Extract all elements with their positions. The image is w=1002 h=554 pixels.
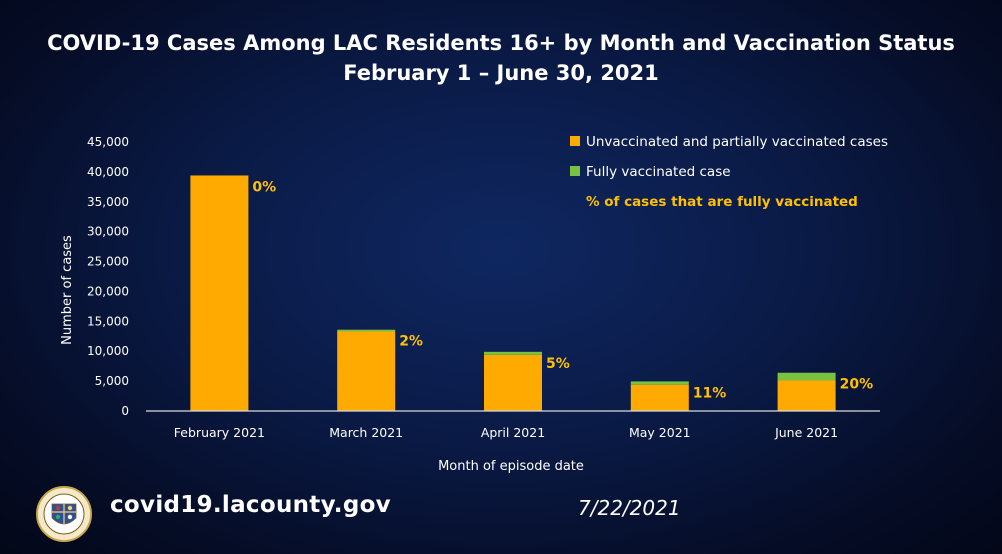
bar-fully-vaccinated [337, 329, 396, 332]
percent-vaccinated-label: 5% [546, 356, 570, 372]
county-seal-icon [36, 486, 92, 542]
bar-fully-vaccinated [630, 381, 689, 385]
y-tick-label: 10,000 [87, 344, 129, 358]
y-tick-label: 0 [121, 404, 129, 418]
percent-vaccinated-label: 11% [693, 385, 727, 401]
legend-percent-label: % of cases that are fully vaccinated [586, 194, 858, 210]
x-axis-title: Month of episode date [438, 459, 584, 474]
x-tick-label: May 2021 [629, 425, 691, 440]
bar-unvaccinated [484, 354, 542, 411]
bar-unvaccinated [777, 380, 836, 411]
stacked-bar-chart: 0 5,000 10,000 15,000 20,000 25,000 30,000 35,0… [60, 134, 888, 474]
x-tick-label: April 2021 [481, 425, 545, 440]
legend-label: Fully vaccinated case [586, 164, 731, 180]
legend: Unvaccinated and partially vaccinated ca… [570, 134, 888, 210]
y-tick-label: 45,000 [87, 135, 129, 149]
y-tick-label: 35,000 [87, 195, 129, 209]
y-tick-label: 5,000 [95, 374, 129, 388]
bar-fully-vaccinated [777, 372, 836, 381]
legend-swatch [570, 166, 580, 176]
y-tick-label: 30,000 [87, 225, 129, 239]
y-axis-title: Number of cases [60, 235, 75, 345]
x-tick-label: March 2021 [329, 425, 403, 440]
bar-unvaccinated [337, 331, 396, 411]
y-tick-label: 15,000 [87, 314, 129, 328]
chart-title-line-1: COVID-19 Cases Among LAC Residents 16+ b… [47, 31, 955, 55]
website-url[interactable]: covid19.lacounty.gov [110, 492, 391, 518]
chart-subtitle-date-range: February 1 – June 30, 2021 [343, 61, 659, 85]
bar-unvaccinated [190, 175, 249, 411]
y-axis-ticks: 0 5,000 10,000 15,000 20,000 25,000 30,000 35,0… [87, 135, 129, 418]
x-axis: February 2021 March 2021 April 2021 May 202… [146, 410, 880, 440]
percent-vaccinated-label: 2% [399, 334, 423, 350]
percent-vaccinated-label: 0% [252, 179, 276, 195]
y-tick-label: 20,000 [87, 284, 129, 298]
y-tick-label: 25,000 [87, 255, 129, 269]
bar-unvaccinated [630, 384, 689, 411]
report-date: 7/22/2021 [578, 496, 681, 520]
legend-label: Unvaccinated and partially vaccinated ca… [586, 134, 888, 150]
x-tick-label: June 2021 [774, 425, 838, 440]
x-tick-label: February 2021 [174, 425, 265, 440]
legend-swatch [570, 136, 580, 146]
percent-vaccinated-label: 20% [840, 377, 874, 393]
chart-title: COVID-19 Cases Among LAC Residents 16+ b… [0, 28, 1002, 88]
y-tick-label: 40,000 [87, 165, 129, 179]
bars: 0% 2% 5% 11% 20% [190, 175, 873, 411]
bar-fully-vaccinated [484, 351, 542, 355]
